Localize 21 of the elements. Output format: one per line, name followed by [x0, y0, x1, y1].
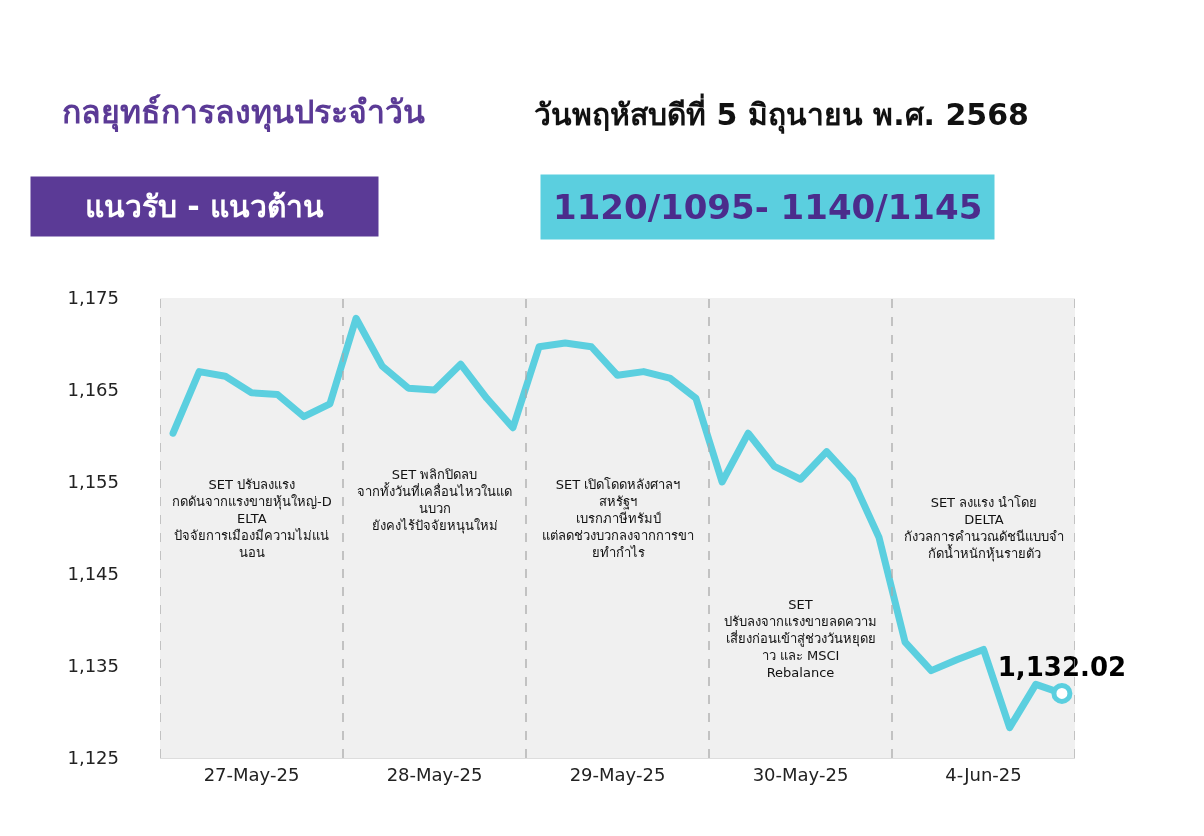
text: 1120/1095- 1140/1145 — [553, 187, 983, 227]
x-tick-label: 29-May-25 — [569, 763, 666, 785]
y-tick-label: 1,125 — [67, 747, 119, 769]
y-tick-label: 1,145 — [67, 563, 119, 585]
annotation: SET ปรับลงแรง กดดันจากแรงขายหุ้นใหญ่-DELTA ปัจจัยการเมืองมีความไม่แน่นอน — [172, 477, 332, 560]
annotation: SET เปิดโดดหลังศาลฯ สหรัฐฯ เบรกภาษีทรัมป์ แต่ลดช่วงบวกลงจากการขายทำกำไร — [542, 477, 694, 560]
annotation: SET พลิกปิดลบ จากทั้งวันที่เคลื่อนไหวในแดนบวก ยังคงไร้ปัจจัยหนุนใหม่ — [357, 467, 512, 534]
x-tick-label: 4-Jun-25 — [945, 763, 1022, 785]
y-tick-label: 1,165 — [67, 379, 119, 401]
y-tick-label: 1,175 — [67, 287, 119, 309]
text: แนวรับ - แนวต้าน — [43, 189, 366, 224]
x-tick-label: 30-May-25 — [752, 763, 849, 785]
x-tick-label: 28-May-25 — [386, 763, 483, 785]
chart-title: กลยุทธ์การลงทุนประจำวัน — [62, 93, 425, 133]
annotation: SET ลงแรง นำโดย DELTA กังวลการคำนวณดัชนีแบบจำกัดน้ำหนักหุ้นรายตัว — [904, 495, 1064, 562]
chart-subtitle: วันพฤหัสบดีที่ 5 มิถุนายน พ.ศ. 2568 — [534, 93, 1029, 134]
data-label: 1,132.02 — [997, 651, 1127, 682]
y-tick-label: 1,135 — [67, 655, 119, 677]
y-tick-label: 1,155 — [67, 471, 119, 493]
annotation: SET ปรับลงจากแรงขายลดความเสี่ยงก่อนเข้าสู่ช่วงวันหยุดยาว และ MSCI Rebalance — [724, 597, 877, 680]
x-tick-label: 27-May-25 — [203, 763, 300, 785]
